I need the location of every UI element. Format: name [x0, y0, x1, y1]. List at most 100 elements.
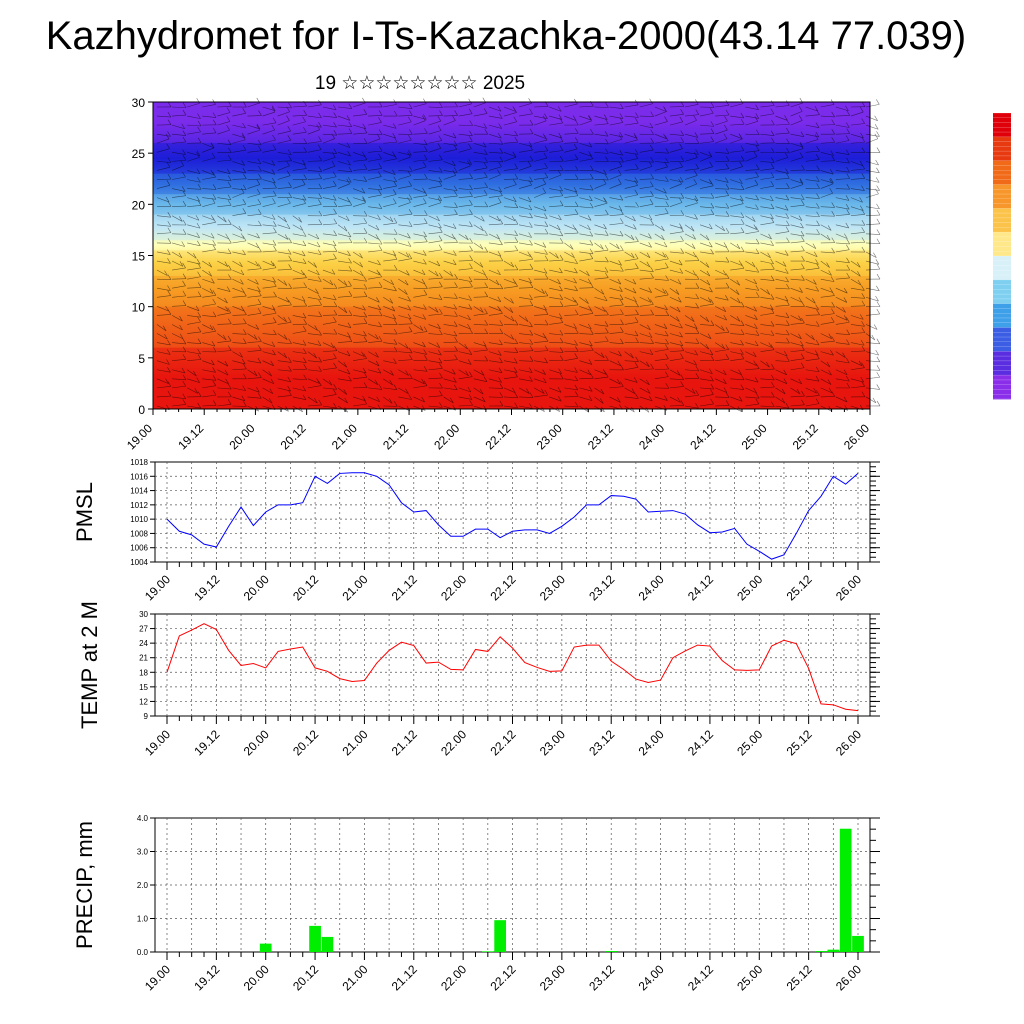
- x-tick-label: 24.12: [685, 962, 716, 993]
- colorbar-swatch: [993, 351, 1011, 376]
- y-tick-label: 18: [139, 668, 148, 677]
- x-tick-label: 19.00: [142, 727, 173, 758]
- y-tick-label: 9: [144, 712, 149, 721]
- x-tick-label: 23.00: [537, 572, 568, 603]
- x-tick-label: 22.00: [438, 727, 469, 758]
- x-tick-label: 24.00: [636, 421, 667, 452]
- y-tick-label: 1012: [130, 501, 148, 510]
- y-tick-label: 15: [132, 250, 146, 264]
- x-tick-label: 22.12: [482, 421, 513, 452]
- x-tick-label: 24.12: [685, 572, 716, 603]
- x-tick-label: 22.12: [487, 727, 518, 758]
- x-tick-label: 24.12: [685, 727, 716, 758]
- x-tick-label: 26.00: [833, 962, 864, 993]
- chart-subtitle: 19 ☆☆☆☆☆☆☆☆ 2025: [314, 73, 526, 94]
- x-tick-label: 21.12: [389, 572, 420, 603]
- x-tick-label: 26.00: [841, 421, 872, 452]
- precip-bar: [839, 828, 852, 952]
- x-tick-label: 25.00: [734, 727, 765, 758]
- precip-bar: [309, 925, 321, 952]
- x-tick-label: 24.12: [687, 421, 718, 452]
- x-tick-label: 21.00: [339, 572, 370, 603]
- x-tick-label: 22.00: [431, 421, 462, 452]
- heatmap-band: [153, 102, 870, 143]
- y-tick-label: 10: [132, 301, 146, 315]
- x-tick-label: 20.00: [241, 572, 272, 603]
- y-tick-label: 21: [139, 654, 148, 663]
- x-tick-label: 21.12: [380, 421, 411, 452]
- colorbar-swatch: [993, 327, 1011, 352]
- heatmap-field: [153, 102, 870, 409]
- precipitation-panel: 0.0 1.0 2.0 3.0 4.0 19.00 19.12 20.00 20.12 21.00…: [72, 814, 880, 993]
- x-tick-label: 22.12: [487, 572, 518, 603]
- y-tick-label: 30: [132, 96, 146, 110]
- x-tick-label: 21.00: [339, 962, 370, 993]
- precip-bar: [481, 951, 494, 952]
- colorbar-swatch: [993, 160, 1011, 185]
- y-tick-label: 1018: [130, 458, 148, 467]
- colorbar-swatch: [993, 113, 1011, 138]
- x-tick-label: 23.00: [537, 962, 568, 993]
- y-tick-label: 1014: [130, 487, 148, 496]
- heatmap-band: [153, 347, 870, 409]
- x-tick-label: 21.00: [329, 421, 360, 452]
- y-tick-label: 2.0: [137, 881, 149, 890]
- colorbar-swatch: [993, 208, 1011, 233]
- y-tick-label: 1016: [130, 472, 148, 481]
- grid: [155, 818, 870, 952]
- x-tick-label: 25.12: [790, 421, 821, 452]
- precip-bar: [815, 950, 827, 952]
- x-tick-label: 25.12: [784, 572, 815, 603]
- x-tick-label: 19.12: [175, 421, 206, 452]
- y-axis-label: PMSL: [72, 482, 97, 542]
- y-axis-label: PRECIP, mm: [72, 821, 97, 949]
- y-tick-label: 24: [139, 639, 148, 648]
- precip-bar: [259, 943, 272, 952]
- x-tick-label: 25.00: [734, 572, 765, 603]
- heatmap-band: [153, 173, 870, 195]
- heatmap-band: [153, 240, 870, 251]
- x-tick-label: 25.12: [784, 727, 815, 758]
- y-tick-label: 15: [139, 683, 148, 692]
- precip-bar: [827, 949, 840, 952]
- x-tick-label: 21.12: [389, 962, 420, 993]
- wind-barbs: [156, 97, 881, 413]
- y-tick-label: 12: [139, 697, 148, 706]
- x-tick-label: 23.00: [537, 727, 568, 758]
- grid: [155, 614, 870, 716]
- x-tick-label: 23.12: [585, 421, 616, 452]
- x-tick-label: 23.12: [586, 572, 617, 603]
- x-tick-label: 22.12: [487, 962, 518, 993]
- y-tick-label: 0.0: [137, 948, 149, 957]
- colorbar-swatch: [993, 375, 1011, 400]
- y-tick-label: 1004: [130, 558, 148, 567]
- colorbar-swatch: [993, 136, 1011, 162]
- x-tick-label: 26.00: [833, 572, 864, 603]
- x-tick-label: 24.00: [636, 727, 667, 758]
- colorbar-swatch: [993, 232, 1011, 257]
- x-tick-label: 21.00: [339, 727, 370, 758]
- heatmap-band: [153, 142, 870, 174]
- x-tick-label: 23.12: [586, 962, 617, 993]
- colorbar-swatch: [993, 279, 1011, 305]
- precip-bar: [852, 935, 864, 952]
- x-tick-label: 19.00: [142, 962, 173, 993]
- x-tick-label: 23.00: [534, 421, 565, 452]
- y-tick-label: 3.0: [137, 848, 149, 857]
- x-tick-label: 19.00: [142, 572, 173, 603]
- x-tick-label: 25.12: [784, 962, 815, 993]
- x-tick-label: 21.12: [389, 727, 420, 758]
- x-tick-label: 22.00: [438, 962, 469, 993]
- x-tick-label: 20.12: [290, 572, 321, 603]
- y-tick-label: 27: [139, 625, 148, 634]
- precip-bar: [494, 920, 507, 952]
- heatmap-band: [153, 306, 870, 348]
- y-tick-label: 5: [138, 352, 145, 366]
- x-tick-label: 24.00: [636, 572, 667, 603]
- x-tick-label: 26.00: [833, 727, 864, 758]
- x-tick-label: 25.00: [739, 421, 770, 452]
- x-tick-label: 20.00: [241, 962, 272, 993]
- series-line: [166, 623, 859, 712]
- y-tick-label: 1010: [130, 515, 148, 524]
